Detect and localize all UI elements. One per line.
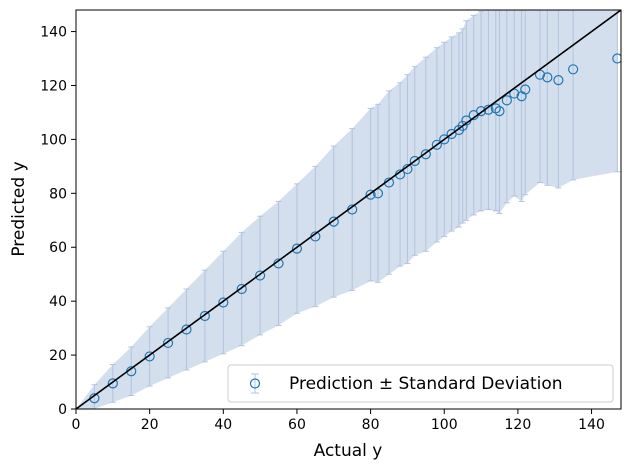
y-tick-label-140: 140 bbox=[40, 25, 67, 41]
legend-marker-icon bbox=[249, 378, 261, 389]
y-axis-ticks: 0 20 40 60 80 100 120 140 bbox=[40, 25, 76, 418]
data-point-40 bbox=[568, 64, 579, 75]
y-tick-label-100: 100 bbox=[40, 132, 67, 148]
data-point-8 bbox=[236, 283, 247, 295]
x-tick-label-100: 100 bbox=[431, 417, 458, 433]
data-point-23 bbox=[439, 134, 450, 145]
x-tick-label-20: 20 bbox=[141, 417, 159, 433]
data-point-38 bbox=[542, 72, 553, 83]
x-tick-label-0: 0 bbox=[72, 417, 81, 433]
legend-label: Prediction ± Standard Deviation bbox=[289, 374, 563, 394]
data-point-32 bbox=[494, 105, 505, 117]
plot-frame bbox=[75, 9, 622, 410]
legend-box bbox=[227, 364, 614, 403]
x-tick-label-140: 140 bbox=[578, 417, 605, 433]
data-point-4 bbox=[162, 337, 174, 349]
data-point-9 bbox=[255, 270, 266, 281]
x-tick-label-60: 60 bbox=[288, 417, 306, 433]
data-point-33 bbox=[501, 95, 512, 106]
y-tick-label-120: 120 bbox=[40, 78, 67, 94]
identity-line bbox=[76, 10, 621, 409]
data-point-39 bbox=[553, 74, 564, 86]
x-axis-ticks: 0 20 40 60 80 100 120 140 bbox=[72, 409, 605, 433]
y-axis-label: Predicted y bbox=[9, 161, 29, 256]
data-point-5 bbox=[181, 324, 192, 335]
data-point-41 bbox=[612, 53, 621, 64]
data-point-6 bbox=[199, 310, 210, 322]
error-bars bbox=[91, 10, 621, 409]
data-point-13 bbox=[328, 216, 339, 227]
y-tick-label-60: 60 bbox=[49, 240, 67, 256]
x-tick-label-120: 120 bbox=[505, 417, 532, 433]
data-layer bbox=[76, 10, 621, 409]
data-point-26 bbox=[457, 120, 468, 132]
x-axis-label: Actual y bbox=[314, 441, 383, 461]
data-point-7 bbox=[218, 297, 229, 308]
y-tick-label-80: 80 bbox=[49, 186, 67, 202]
y-tick-label-0: 0 bbox=[58, 402, 67, 418]
x-tick-label-80: 80 bbox=[362, 417, 380, 433]
y-tick-label-40: 40 bbox=[49, 294, 67, 310]
legend: Prediction ± Standard Deviation bbox=[227, 364, 614, 403]
data-point-3 bbox=[144, 351, 155, 362]
data-point-15 bbox=[365, 189, 376, 200]
y-tick-label-20: 20 bbox=[49, 348, 67, 364]
data-point-36 bbox=[520, 84, 531, 95]
data-point-20 bbox=[409, 155, 420, 167]
data-point-22 bbox=[431, 139, 442, 150]
data-point-11 bbox=[291, 243, 303, 254]
data-point-21 bbox=[420, 149, 431, 160]
x-tick-label-40: 40 bbox=[214, 417, 232, 433]
data-point-29 bbox=[475, 105, 487, 117]
data-point-1 bbox=[107, 378, 118, 389]
